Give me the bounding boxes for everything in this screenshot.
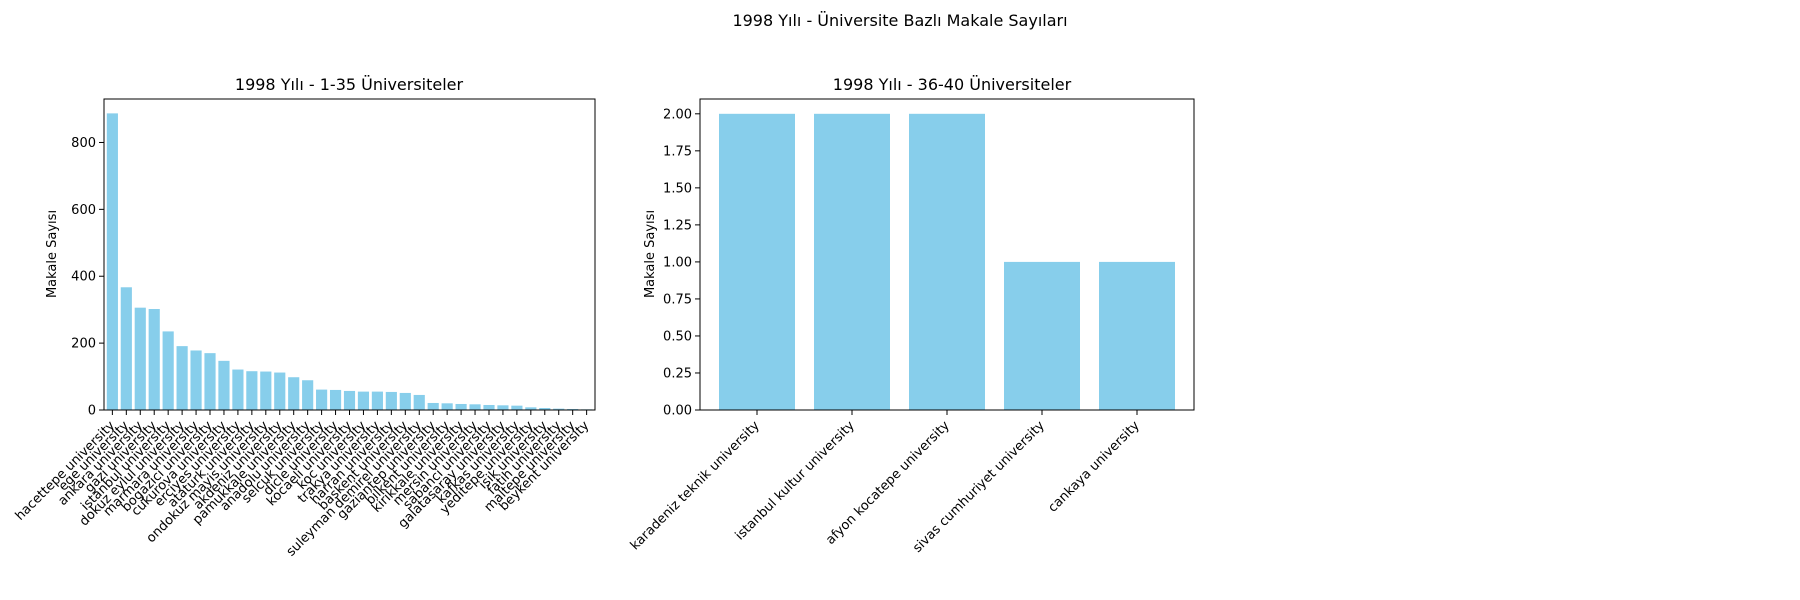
chart0-ytick-label-0: 0 (88, 404, 96, 419)
chart0-bar-28 (497, 405, 509, 410)
chart0-bar-22 (413, 394, 425, 410)
chart0-bar-5 (176, 346, 188, 410)
chart0-bar-6 (190, 350, 202, 410)
chart-right: 1998 Yılı - 36-40 Üniversiteler Makale S… (628, 75, 1195, 556)
chart1-ytick-label-6: 1.50 (663, 181, 692, 196)
chart0-bar-31 (539, 407, 551, 410)
chart-left-title: 1998 Yılı - 1-35 Üniversiteler (235, 75, 464, 94)
chart0-bar-33 (567, 408, 579, 410)
chart1-bar-3 (1004, 261, 1080, 410)
chart0-bar-4 (162, 331, 174, 410)
chart0-bar-19 (371, 391, 383, 410)
chart-left-ylabel: Makale Sayısı (45, 210, 60, 298)
chart1-ytick-label-0: 0.00 (663, 404, 692, 419)
chart0-bar-7 (204, 353, 216, 410)
chart1-xtick-label-4: cankaya university (1045, 418, 1143, 516)
chart1-ytick-label-2: 0.50 (663, 329, 692, 344)
chart1-bar-4 (1099, 261, 1175, 410)
chart1-ytick-label-1: 0.25 (663, 366, 692, 381)
chart0-bar-26 (469, 404, 481, 410)
chart0-bar-0 (106, 113, 118, 410)
chart-right-ylabel: Makale Sayısı (643, 210, 658, 298)
chart1-ytick-label-3: 0.75 (663, 292, 692, 307)
chart0-bar-1 (120, 287, 132, 410)
chart0-bar-21 (399, 392, 411, 410)
chart1-bar-0 (719, 113, 795, 411)
chart1-ytick-label-8: 2.00 (663, 107, 692, 122)
chart1-bar-2 (909, 113, 985, 411)
chart0-bar-10 (246, 371, 258, 410)
chart0-bar-25 (455, 403, 467, 410)
chart0-ytick-label-3: 600 (71, 203, 96, 218)
chart0-bar-13 (288, 377, 300, 410)
chart0-bar-14 (302, 380, 314, 410)
chart0-bar-9 (232, 369, 244, 410)
chart0-bar-23 (427, 402, 439, 410)
chart0-bar-24 (441, 403, 453, 410)
chart1-ytick-label-7: 1.75 (663, 144, 692, 159)
chart0-bar-8 (218, 360, 230, 410)
chart0-ytick-label-4: 800 (71, 136, 96, 151)
chart0-ytick-label-2: 400 (71, 270, 96, 285)
chart0-bar-15 (316, 389, 328, 410)
chart-right-plot: 0.000.250.500.751.001.251.501.752.00kara… (628, 98, 1195, 556)
chart0-bar-18 (357, 391, 370, 410)
figure-suptitle: 1998 Yılı - Üniversite Bazlı Makale Sayı… (732, 11, 1067, 30)
chart0-bar-3 (148, 309, 160, 410)
chart1-bar-1 (814, 113, 890, 411)
chart0-bar-27 (483, 404, 495, 410)
chart1-ytick-label-4: 1.00 (663, 255, 692, 270)
chart-left: 1998 Yılı - 1-35 Üniversiteler Makale Sa… (13, 75, 596, 560)
chart0-bar-29 (511, 405, 523, 410)
chart0-bar-17 (343, 390, 356, 410)
chart0-bar-20 (385, 391, 397, 410)
chart0-bar-16 (329, 389, 342, 410)
chart0-bar-12 (274, 372, 286, 410)
chart0-bar-11 (260, 371, 272, 410)
chart0-bar-2 (134, 307, 146, 410)
chart0-bar-32 (553, 408, 565, 410)
chart-right-title: 1998 Yılı - 36-40 Üniversiteler (833, 75, 1072, 94)
chart1-ytick-label-5: 1.25 (663, 218, 692, 233)
chart0-ytick-label-1: 200 (71, 337, 96, 352)
chart0-bar-30 (525, 407, 537, 410)
